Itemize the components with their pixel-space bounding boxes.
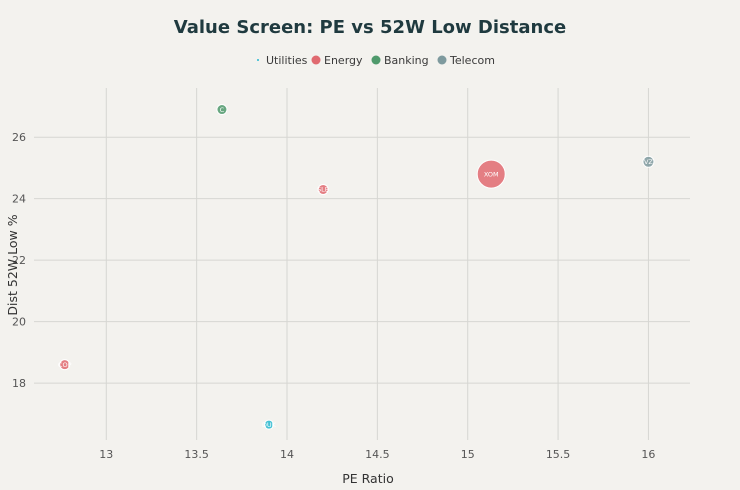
legend-label: Banking [384,54,429,67]
data-point-cop[interactable]: COP [58,359,72,371]
point-label: COP [58,361,72,369]
point-marker [263,419,274,430]
x-axis-ticks: 13 13.5 14 14.5 15 15.5 16 [99,448,655,461]
point-label: VZ [644,158,653,166]
point-label: SLB [317,186,329,194]
grid [34,88,690,440]
legend-label: Energy [324,54,363,67]
point-marker [317,183,329,195]
x-tick-label: 16 [641,448,655,461]
x-tick-label: 13.5 [184,448,209,461]
y-tick-label: 20 [12,316,26,329]
y-tick-label: 24 [12,193,26,206]
data-point-xom[interactable]: XOM [476,159,506,189]
y-tick-label: 22 [12,254,26,267]
legend-marker [257,59,259,61]
y-axis-ticks: 18 20 22 24 26 [12,131,26,390]
x-tick-label: 14 [280,448,294,461]
legend-item-banking[interactable]: Banking [371,54,429,67]
legend-item-energy[interactable]: Energy [311,54,364,67]
point-marker [476,159,506,189]
legend-marker [311,55,321,65]
point-label: DUK [262,421,277,429]
point-label: XOM [484,170,499,178]
data-point-c[interactable]: C [216,104,228,116]
x-axis-title: PE Ratio [342,471,394,486]
y-tick-label: 26 [12,131,26,144]
legend-item-utilities[interactable]: Utilities [257,54,308,67]
chart-title: Value Screen: PE vs 52W Low Distance [174,17,566,38]
legend-marker [371,55,381,65]
x-tick-label: 15 [461,448,475,461]
x-tick-label: 15.5 [546,448,571,461]
data-point-vz[interactable]: VZ [642,155,655,168]
point-label: C [220,106,225,114]
y-axis-title: Dist 52W Low % [5,214,20,315]
y-tick-label: 18 [12,377,26,390]
point-marker [59,359,71,371]
legend-marker [437,55,447,65]
legend-label: Telecom [449,54,495,67]
data-point-slb[interactable]: SLB [317,183,329,195]
legend-label: Utilities [266,54,308,67]
legend-item-telecom[interactable]: Telecom [437,54,495,67]
x-tick-label: 13 [99,448,113,461]
x-tick-label: 14.5 [365,448,390,461]
point-marker [642,155,655,168]
data-points: C SLB XOM VZ COP DUK [58,104,655,430]
data-point-duk[interactable]: DUK [262,419,277,430]
legend: Utilities Energy Banking Telecom [257,54,495,67]
point-marker [216,104,228,116]
